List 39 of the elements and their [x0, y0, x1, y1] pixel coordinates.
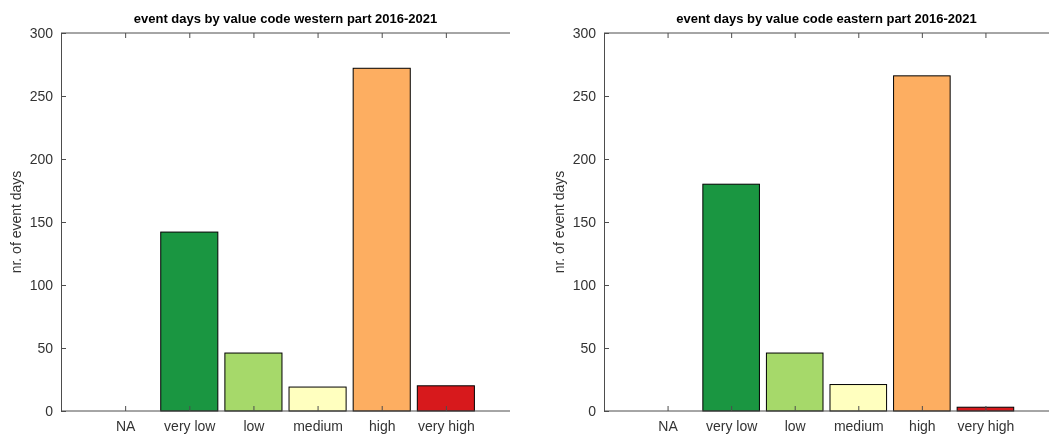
y-tick-label: 100: [572, 276, 597, 293]
y-tick-label: 150: [572, 213, 597, 230]
bar: [702, 183, 760, 412]
bar: [416, 385, 475, 412]
bar: [224, 352, 283, 412]
x-tick-label: NA: [658, 417, 679, 434]
y-tick-label: 250: [572, 87, 597, 104]
x-tick-label: high: [909, 417, 936, 434]
y-tick-label: 300: [29, 24, 54, 41]
bar: [288, 386, 347, 412]
x-tick-label: very high: [957, 417, 1015, 434]
x-tick-label: low: [243, 417, 266, 434]
chart-title: event days by value code western part 2016-2021: [133, 11, 438, 26]
bar: [829, 384, 888, 412]
x-tick-label: very high: [417, 417, 475, 434]
y-tick-label: 50: [580, 339, 597, 356]
y-tick-label: 50: [37, 339, 54, 356]
y-tick-label: 300: [572, 24, 597, 41]
y-tick-label: 100: [29, 276, 54, 293]
y-tick-label: 200: [29, 150, 54, 167]
y-tick-label: 250: [29, 87, 54, 104]
x-tick-label: medium: [293, 417, 343, 434]
x-tick-label: NA: [115, 417, 137, 434]
x-tick-label: high: [368, 417, 396, 434]
bar: [160, 231, 219, 412]
chart-title: event days by value code eastern part 2016-2021: [676, 11, 977, 26]
y-axis-title: nr. of event days: [8, 170, 24, 274]
bar: [352, 67, 411, 412]
x-tick-label: very low: [705, 417, 759, 434]
x-tick-label: very low: [164, 417, 217, 434]
bar: [893, 75, 951, 412]
y-tick-label: 200: [572, 150, 597, 167]
x-tick-label: low: [784, 417, 807, 434]
y-tick-label: 0: [45, 402, 54, 419]
bar: [765, 352, 824, 412]
y-tick-label: 150: [29, 213, 54, 230]
y-axis-title: nr. of event days: [551, 170, 567, 274]
y-tick-label: 0: [588, 402, 597, 419]
x-tick-label: medium: [833, 417, 884, 434]
